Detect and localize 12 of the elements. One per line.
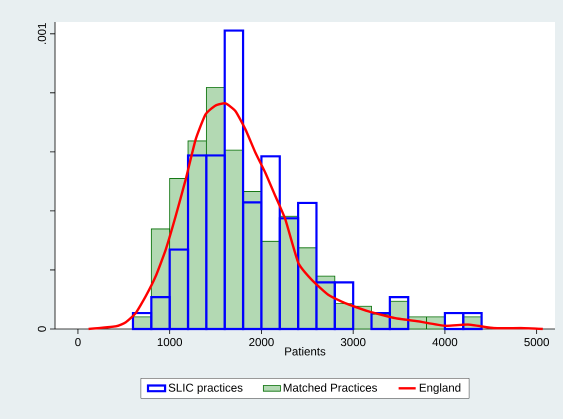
x-tick-label: 1000 [158,338,182,346]
x-tick-label: 0 [75,338,81,346]
legend-label: England [420,383,460,394]
x-tick-label: 5000 [524,338,549,346]
line-series [87,102,544,330]
x-tick-label: 3000 [340,338,366,346]
legend-label: Matched Practices [284,383,377,392]
x-tick-label: 4000 [432,338,458,346]
y-tick-label: .001 [38,23,46,44]
legend-label: SLIC practices [168,383,243,394]
x-axis-title: Patients [285,347,326,356]
x-tick-label: 2000 [249,338,274,346]
